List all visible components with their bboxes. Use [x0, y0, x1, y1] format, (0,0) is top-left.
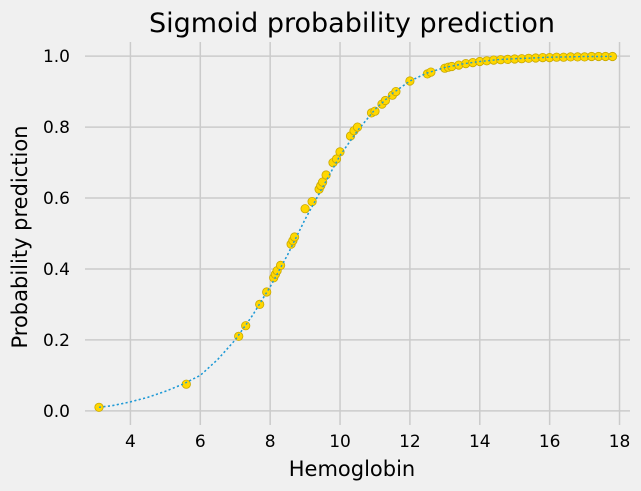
data-point [321, 170, 331, 180]
y-tick-label: 0.6 [43, 189, 70, 209]
data-point [380, 95, 390, 106]
data-point [426, 67, 436, 77]
data-point [607, 51, 618, 62]
x-tick-label: 8 [265, 432, 276, 452]
data-point [262, 287, 272, 297]
x-tick-label: 14 [469, 432, 491, 452]
data-point [289, 232, 300, 242]
chart-title: Sigmoid probability prediction [149, 8, 555, 39]
x-tick-label: 12 [399, 432, 421, 452]
sigmoid-curve-overlay [98, 55, 613, 408]
data-point [241, 321, 251, 331]
data-point [405, 76, 415, 86]
x-tick-label: 6 [195, 432, 206, 452]
x-tick-label: 18 [609, 432, 631, 452]
data-point [370, 106, 380, 116]
y-axis-label: Probability prediction [8, 125, 32, 348]
data-point [352, 122, 363, 132]
y-tick-label: 0.8 [43, 118, 70, 138]
y-tick-label: 0.0 [43, 402, 70, 422]
data-point [300, 204, 310, 214]
y-tick-label: 1.0 [43, 47, 70, 67]
x-axis-label: Hemoglobin [289, 457, 416, 481]
data-point [181, 379, 191, 389]
x-axis-ticks: 4 6 8 10 12 14 16 18 [125, 432, 630, 452]
x-tick-label: 16 [539, 432, 561, 452]
y-tick-label: 0.2 [43, 331, 70, 351]
y-axis-ticks: 0.0 0.2 0.4 0.6 0.8 1.0 [43, 47, 70, 422]
y-tick-label: 0.4 [43, 260, 70, 280]
data-points [94, 51, 618, 412]
x-tick-label: 10 [329, 432, 351, 452]
x-tick-label: 4 [125, 432, 136, 452]
data-point [335, 147, 345, 157]
data-point [275, 260, 286, 270]
